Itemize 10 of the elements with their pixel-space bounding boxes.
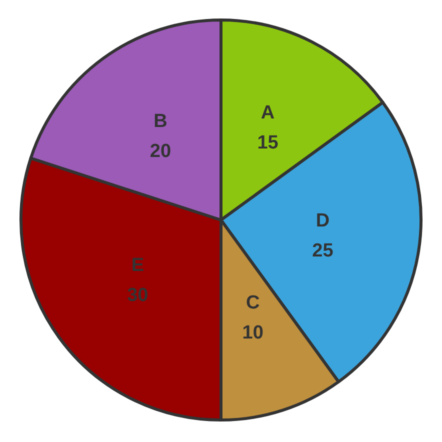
data-label: 15	[257, 132, 279, 154]
slice-label: D	[316, 210, 330, 232]
data-label: 25	[312, 240, 334, 262]
slice-label: A	[260, 102, 275, 124]
data-label: 30	[127, 285, 148, 306]
slice-label: B	[154, 111, 168, 132]
slice-label: E	[131, 255, 144, 276]
data-label: 10	[242, 322, 264, 344]
data-label: 20	[150, 141, 172, 162]
slice-label: C	[246, 292, 260, 314]
